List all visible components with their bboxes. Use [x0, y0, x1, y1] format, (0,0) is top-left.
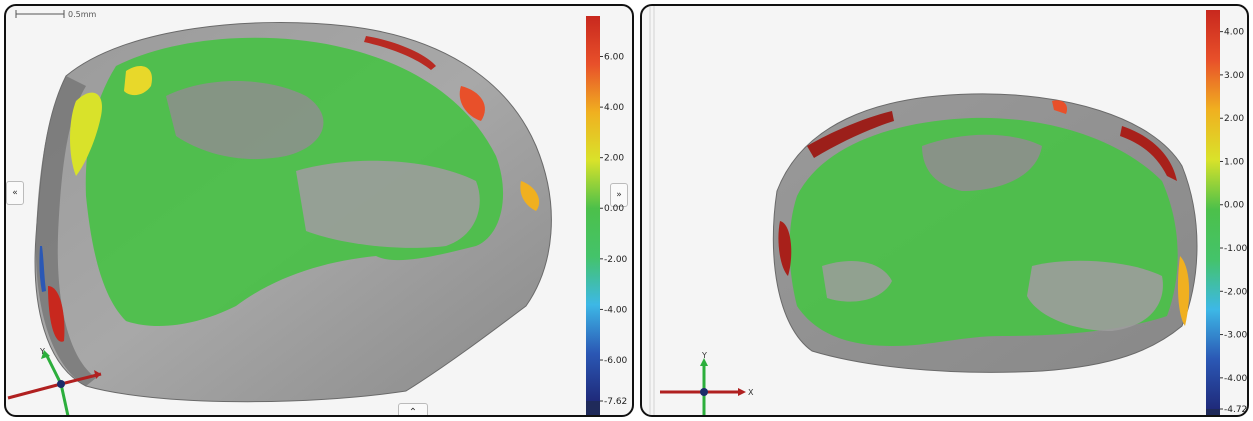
colorbar-tick-label: 4.00 — [1224, 28, 1244, 38]
colorbar-tick-label: -4.00 — [1224, 374, 1248, 384]
colorbar-tick-label: -7.62 — [604, 397, 627, 407]
colorbar-tick-label: -4.72 — [1224, 405, 1247, 415]
scale-bar-label: 0.5mm — [68, 10, 97, 19]
right-3d-viewport[interactable]: Y X — [642, 6, 1249, 417]
right-deviation-view: Y X 4.00 3.00 2.00 1.00 0.00 -1.00 -2.00 -3.00 -… — [640, 4, 1249, 417]
colorbar-tick-label: 0.00 — [1224, 201, 1244, 211]
collapse-right-icon: » — [616, 190, 622, 200]
right-axis-y-label: Y — [701, 351, 707, 360]
colorbar-tick-label: -3.00 — [1224, 331, 1248, 341]
right-colorbar: 4.00 3.00 2.00 1.00 0.00 -1.00 -2.00 -3.00 -4.00… — [1206, 10, 1248, 415]
colorbar-tick-label: -4.00 — [604, 305, 628, 315]
left-collapse-button[interactable]: « — [6, 181, 24, 205]
right-grey-patch-2 — [1027, 260, 1163, 331]
colorbar-tick-label: 1.00 — [1224, 157, 1244, 167]
left-yellow-patch-2 — [124, 66, 152, 96]
left-red-rim-top — [364, 36, 436, 70]
left-grey-patch-2 — [296, 160, 480, 248]
left-red-patch — [48, 286, 65, 342]
left-axis-y-label: Y — [39, 347, 45, 356]
right-axes-triad: Y X — [660, 351, 754, 415]
colorbar-tick-label: -6.00 — [604, 356, 628, 366]
left-deviation-view: 0.5mm Y « » ⌃ 6.00 4.0 — [4, 4, 634, 417]
left-grey-patch — [166, 81, 324, 160]
right-axis-x-label: X — [748, 388, 754, 397]
colorbar-tick-label: 6.00 — [604, 52, 624, 62]
left-yellow-patch — [70, 92, 102, 176]
bottom-expand-button[interactable]: ⌃ — [398, 403, 428, 417]
right-red-patch — [778, 221, 792, 276]
left-orange-patch — [459, 86, 485, 121]
right-red-patch-3 — [1120, 126, 1177, 181]
expand-up-icon: ⌃ — [408, 406, 418, 417]
colorbar-underflow-cap — [586, 401, 600, 415]
colorbar-tick-label: 2.00 — [604, 154, 624, 164]
colorbar-gradient — [586, 16, 600, 401]
colorbar-tick-label: 0.00 — [604, 204, 624, 214]
right-orange-patch-2 — [1052, 100, 1068, 114]
left-colorbar: 6.00 4.00 2.00 0.00 -2.00 -4.00 -6.00 -7.62 — [586, 16, 628, 415]
colorbar-underflow-cap — [1206, 409, 1220, 415]
left-orange-patch-2 — [520, 181, 540, 211]
right-collapse-button[interactable]: » — [610, 183, 628, 207]
colorbar-tick-label: 3.00 — [1224, 71, 1244, 81]
colorbar-tick-label: -2.00 — [1224, 287, 1248, 297]
right-grey-patch — [922, 134, 1042, 191]
right-grey-patch-3 — [822, 261, 892, 302]
colorbar-tick-label: -1.00 — [1224, 244, 1248, 254]
scale-bar: 0.5mm — [15, 10, 97, 19]
colorbar-tick-label: -2.00 — [604, 255, 628, 265]
right-red-patch-2 — [807, 111, 894, 158]
right-orange-patch — [1177, 256, 1190, 326]
left-axes-triad: Y — [7, 347, 102, 415]
left-blue-edge — [39, 246, 46, 292]
colorbar-tick-label: 4.00 — [604, 103, 624, 113]
colorbar-tick-label: 2.00 — [1224, 114, 1244, 124]
collapse-left-icon: « — [12, 188, 18, 198]
left-3d-viewport[interactable]: 0.5mm Y — [6, 6, 634, 417]
colorbar-gradient — [1206, 10, 1220, 409]
